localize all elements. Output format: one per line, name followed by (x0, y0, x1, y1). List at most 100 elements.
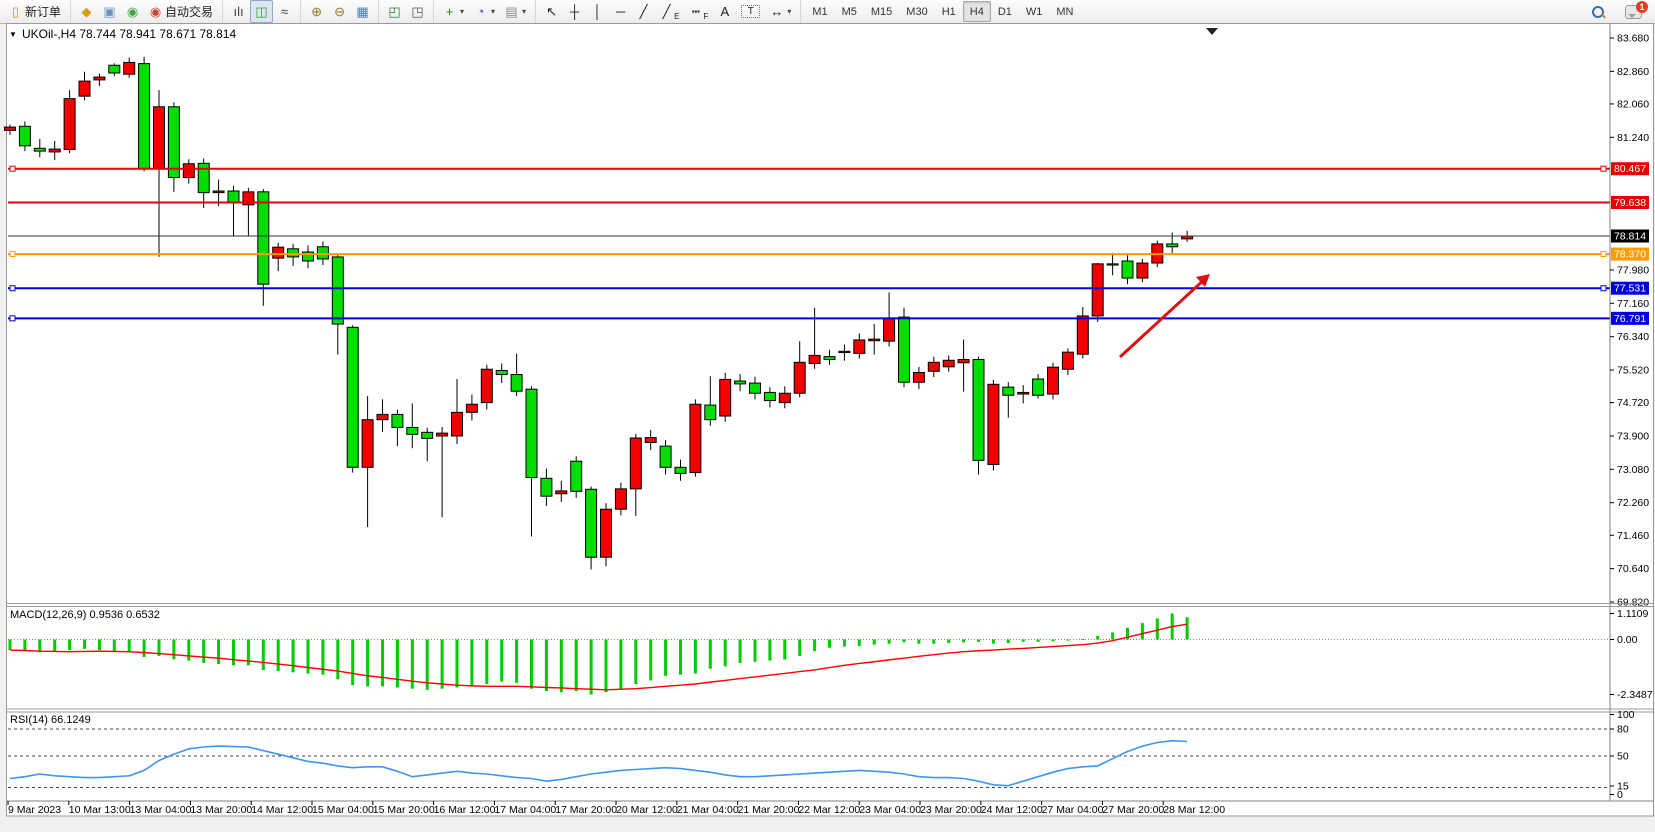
channel-button[interactable]: ╱ E (655, 0, 684, 23)
candle (1106, 263, 1119, 266)
new-order-button[interactable]: ▯ 新订单 (4, 0, 66, 23)
macd-histogram-bar (1155, 618, 1159, 640)
arrows-dropdown[interactable]: ↔ ▾ (765, 0, 796, 23)
notification-badge: 1 (1636, 0, 1648, 13)
time-tick-label: 10 Mar 13:00 (69, 804, 131, 816)
macd-histogram-bar (604, 639, 608, 693)
tile-windows-button[interactable]: ▦ (351, 0, 374, 23)
trendline-button[interactable]: ╱ (632, 0, 655, 23)
time-tick-label: 15 Mar 04:00 (312, 804, 374, 816)
chart-canvas[interactable]: 83.680 82.860 82.060 81.240 77.980 77.160 76.3… (0, 23, 1655, 827)
macd-histogram-bar (664, 639, 668, 676)
tool-letter: E (674, 12, 680, 21)
macd-histogram-bar (291, 639, 295, 673)
candle (793, 361, 806, 394)
line-anchor (1600, 251, 1607, 258)
price-line-label-bg (1611, 195, 1649, 209)
text-button[interactable]: A (713, 0, 736, 23)
macd-histogram-bar (1006, 639, 1010, 644)
auto-scroll-icon: ◰ (388, 4, 401, 19)
timeframe-m1[interactable]: M1 (812, 5, 828, 18)
period-icon: ◔ (476, 4, 485, 19)
bar-chart-icon: ılı (233, 4, 244, 19)
candle (361, 419, 374, 468)
candle (167, 106, 180, 179)
price-tick-label: 71.460 (1617, 530, 1649, 542)
macd-histogram-bar (991, 639, 995, 644)
candle (600, 508, 612, 558)
macd-histogram-bar (187, 639, 191, 661)
horizontal-line-button[interactable]: ─ (609, 0, 632, 23)
line-chart-button[interactable]: ≈ (273, 0, 296, 23)
text-label-button[interactable]: T (736, 0, 765, 23)
price-tick-label: 83.680 (1617, 33, 1649, 45)
timeframe-h4[interactable]: H4 (962, 1, 991, 22)
candle (868, 338, 881, 342)
autotrading-button[interactable]: ◉ 自动交易 (144, 0, 218, 23)
macd-histogram-bar (1185, 617, 1189, 640)
price-line-label: 76.791 (1614, 313, 1646, 325)
candle (4, 126, 16, 131)
macd-histogram-bar (38, 639, 42, 653)
macd-histogram-bar (753, 639, 757, 662)
timeframe-m15[interactable]: M15 (870, 5, 893, 18)
candle (257, 191, 270, 285)
candlestick-chart-icon: ◫ (255, 4, 268, 19)
macd-histogram-bar (768, 639, 772, 661)
macd-histogram-bar (53, 639, 57, 652)
new-chart-dropdown[interactable]: + ▾ (438, 0, 469, 23)
candle (1136, 262, 1149, 279)
time-tick-label: 15 Mar 20:00 (373, 804, 435, 816)
notifications-button[interactable]: 1 (1620, 0, 1648, 23)
fibonacci-icon: ┅ (692, 4, 700, 19)
candle (853, 339, 866, 354)
line-anchor (9, 165, 16, 172)
macd-histogram-bar (1036, 639, 1040, 642)
candle (346, 326, 359, 468)
macd-histogram-bar (276, 639, 280, 672)
macd-histogram-bar (68, 639, 72, 651)
price-line-label-bg (1611, 229, 1649, 243)
timeframe-m5[interactable]: M5 (841, 5, 857, 18)
price-line-label: 78.370 (1614, 249, 1646, 261)
macd-histogram-bar (127, 639, 131, 653)
bar-chart-button[interactable]: ılı (227, 0, 250, 23)
candle (1002, 386, 1015, 396)
price-tick-label: 81.240 (1617, 132, 1649, 144)
search-button[interactable] (1586, 0, 1610, 23)
macd-histogram-bar (381, 639, 384, 687)
template-icon: ▤ (505, 4, 518, 19)
zoom-out-button[interactable]: ⊖ (328, 0, 351, 23)
auto-scroll-button[interactable]: ◰ (383, 0, 406, 23)
candle (1061, 351, 1074, 370)
timeframe-h1[interactable]: H1 (941, 5, 956, 18)
candle (644, 437, 657, 443)
candle (302, 251, 314, 262)
signals-icon-button[interactable]: ◉ (121, 0, 144, 23)
terminal-icon-button[interactable]: ▣ (98, 0, 121, 23)
candlestick-chart-button[interactable]: ◫ (250, 0, 274, 23)
macd-histogram-bar (306, 639, 310, 674)
candle (212, 190, 225, 194)
macd-histogram-bar (693, 639, 697, 674)
vertical-line-button[interactable]: │ (586, 0, 609, 23)
trading-chart[interactable]: 83.680 82.860 82.060 81.240 77.980 77.160 76.3… (0, 23, 1655, 827)
candle (719, 378, 732, 417)
macd-histogram-bar (246, 639, 250, 666)
macd-histogram-bar (83, 639, 86, 649)
cursor-button[interactable]: ↖ (540, 0, 563, 23)
time-tick-label: 17 Mar 04:00 (494, 804, 556, 816)
candle (436, 432, 449, 437)
period-dropdown[interactable]: ◔ ▾ (469, 0, 500, 23)
timeframe-m30[interactable]: M30 (906, 5, 928, 18)
timeframe-w1[interactable]: W1 (1025, 5, 1043, 18)
timeframe-d1[interactable]: D1 (997, 5, 1012, 18)
fibonacci-button[interactable]: ┅ F (684, 0, 713, 23)
deposit-icon-button[interactable]: ◆ (75, 0, 98, 23)
toolbar-group: ⊕ ⊖ ▦ (300, 0, 378, 23)
template-dropdown[interactable]: ▤ ▾ (500, 0, 531, 23)
timeframe-mn[interactable]: MN (1056, 5, 1074, 18)
chart-shift-button[interactable]: ◳ (406, 0, 429, 23)
crosshair-button[interactable]: ┼ (563, 0, 586, 23)
zoom-in-button[interactable]: ⊕ (305, 0, 328, 23)
